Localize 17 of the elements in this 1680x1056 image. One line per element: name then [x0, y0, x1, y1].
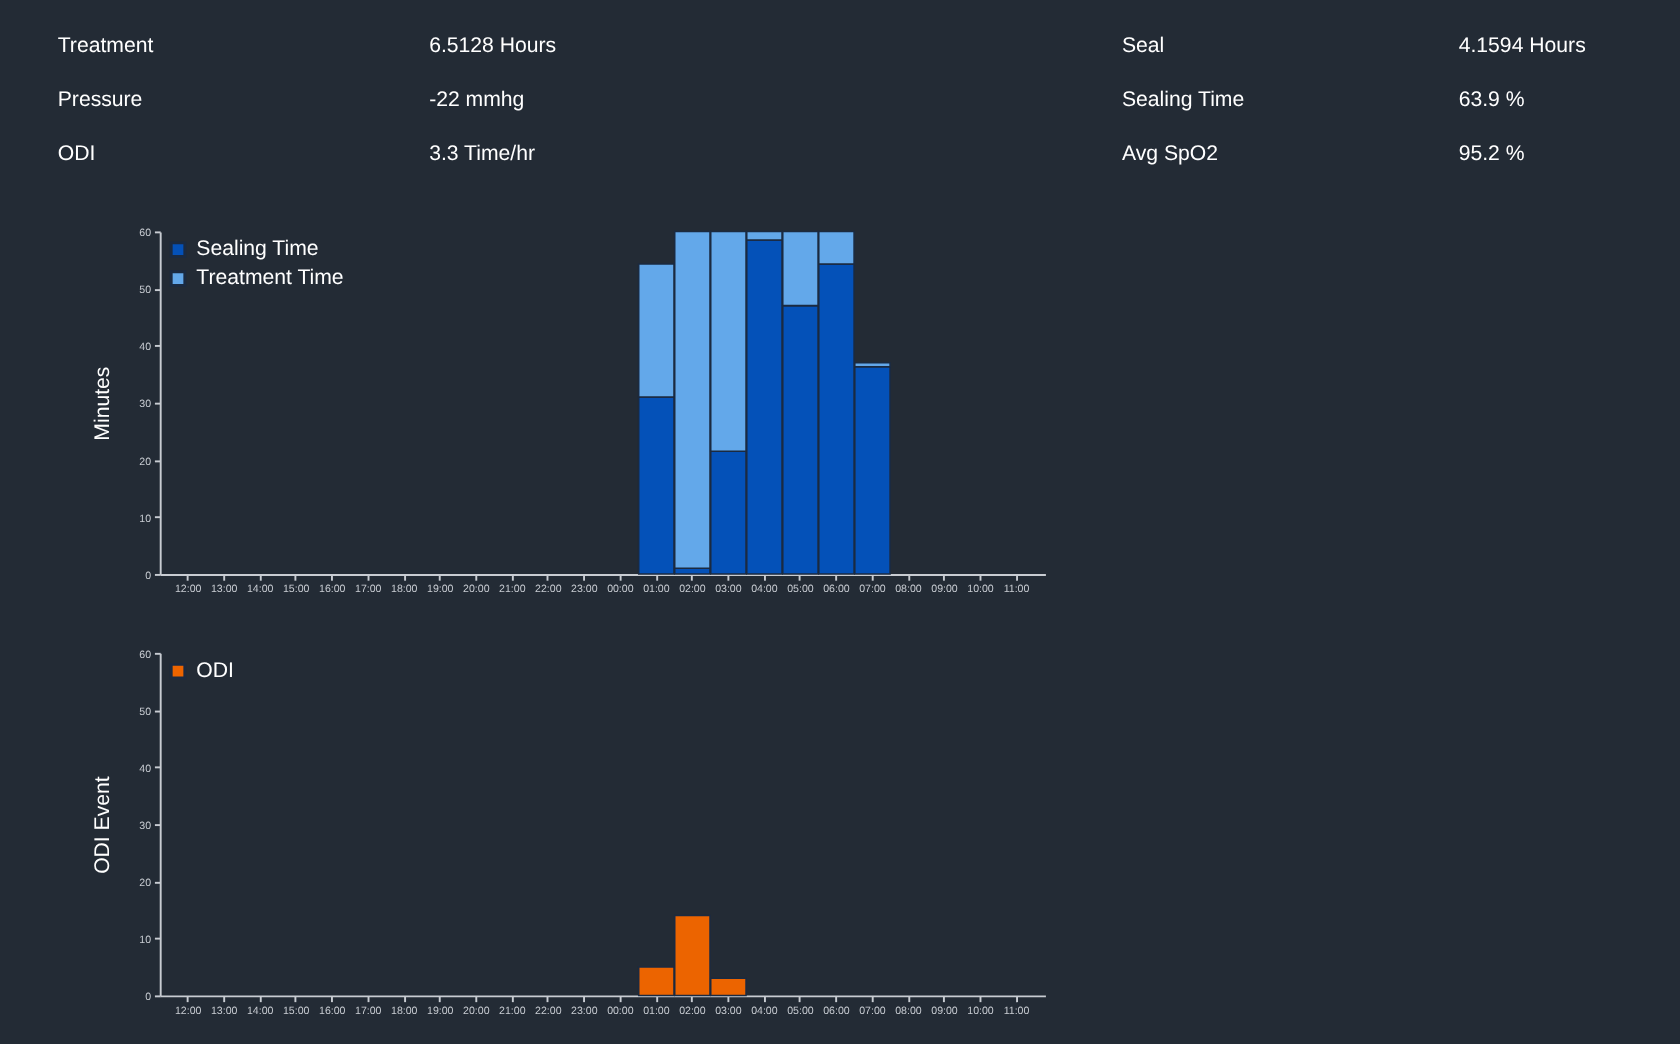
text: 4.1594 Hours [1458, 34, 1586, 59]
legend-label: Treatment Time [196, 266, 344, 291]
y-axis-title: ODI Event [90, 776, 115, 874]
legend-label: Sealing Time [196, 237, 319, 262]
text: Pressure [57, 88, 143, 113]
text: 63.9 % [1458, 88, 1526, 113]
text: Treatment [57, 34, 154, 59]
text: 3.3 Time/hr [429, 142, 536, 167]
text: 95.2 % [1458, 142, 1526, 167]
text: Avg SpO2 [1121, 142, 1219, 167]
text: 6.5128 Hours [429, 34, 557, 59]
text: Seal [1121, 34, 1165, 59]
text: ODI [57, 142, 96, 167]
text: -22 mmhg [429, 88, 525, 113]
text: Sealing Time [1121, 88, 1245, 113]
y-axis-title: Minutes [90, 366, 115, 441]
legend-label: ODI [196, 658, 234, 683]
